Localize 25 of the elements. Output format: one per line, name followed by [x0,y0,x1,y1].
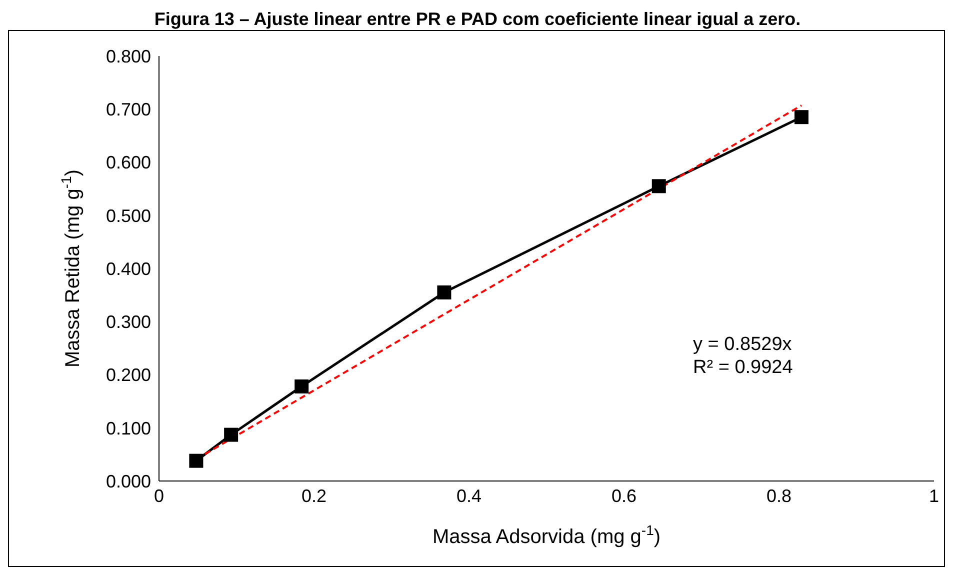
y-tick-label: 0.300 [106,312,151,332]
x-tick-label: 0.8 [766,486,792,506]
chart-title: Figura 13 – Ajuste linear entre PR e PAD com coeficiente linear igual a zero. [153,8,802,30]
y-tick-label: 0.800 [106,46,151,66]
y-tick-label: 0.400 [106,258,151,279]
y-tick-label: 0.200 [106,365,151,386]
point [794,110,808,124]
y-tick-label: 0.100 [106,418,151,438]
y-tick-label: 0.500 [106,206,151,226]
y-tick-label: 0.600 [106,152,151,173]
x-tick-label: 0.6 [611,486,637,506]
x-axis-title: Massa Adsorvida (mg g$^{-1}$) [432,522,661,548]
point [224,428,238,442]
x-tick-label: 1 [928,486,940,506]
point [652,179,666,194]
x-tick-label: 0 [154,486,164,506]
x-tick-label: 0.2 [301,486,327,506]
annotation: y = 0.8529x [693,333,793,356]
x-tick-label: 0.4 [456,486,482,506]
point [294,379,309,394]
y-tick-label: 0.700 [106,100,151,120]
annotation: R² = 0.9924 [693,356,793,379]
point [189,454,204,468]
point [437,285,452,300]
y-tick-label: 0.000 [106,471,151,492]
